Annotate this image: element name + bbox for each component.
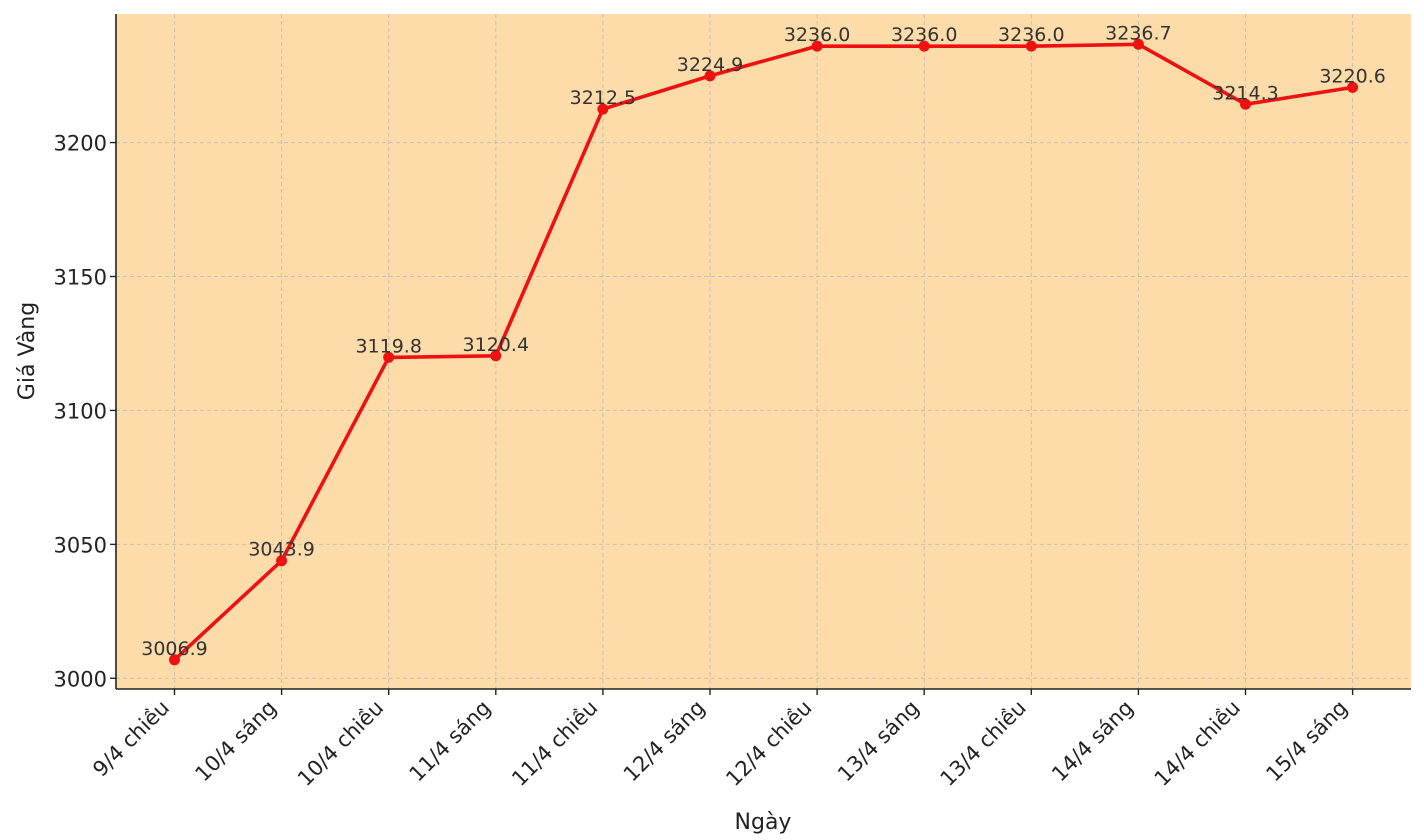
- y-axis-ticks: 3000 3050 3100 3150 3200: [54, 132, 116, 691]
- x-axis-title: Ngày: [735, 810, 792, 835]
- data-point: [597, 103, 609, 115]
- x-tick-label: 11/4 sáng: [405, 696, 496, 787]
- data-label: 3236.0: [784, 24, 850, 46]
- data-point: [918, 40, 930, 52]
- x-tick-label: 14/4 chiều: [1150, 696, 1245, 791]
- data-label: 3212.5: [570, 87, 636, 109]
- x-tick-label: 13/4 sáng: [833, 696, 924, 787]
- data-label: 3224.9: [677, 54, 743, 76]
- data-point: [1347, 81, 1359, 93]
- y-tick-label: 3200: [54, 132, 107, 156]
- x-tick-label: 15/4 sáng: [1261, 696, 1352, 787]
- data-point: [383, 351, 395, 363]
- data-point: [704, 70, 716, 82]
- x-tick-label: 14/4 sáng: [1047, 696, 1138, 787]
- data-labels: 3006.9 3043.9 3119.8 3120.4 3212.5 3224.9 3236…: [141, 22, 1386, 660]
- y-axis-title: Giá Vàng: [15, 302, 40, 400]
- x-tick-label: 10/4 sáng: [190, 696, 281, 787]
- series-group: [169, 38, 1359, 666]
- series-line: [172, 42, 1355, 662]
- data-label: 3120.4: [463, 334, 529, 356]
- x-axis-ticks: 9/4 chiều 10/4 sáng 10/4 chiều 11/4 sáng 11/…: [88, 689, 1354, 791]
- data-point: [1025, 40, 1037, 52]
- data-point: [1132, 38, 1144, 50]
- data-label: 3006.9: [141, 638, 207, 660]
- y-tick-label: 3050: [54, 533, 107, 557]
- data-point: [169, 654, 180, 666]
- x-tick-label: 12/4 sáng: [619, 696, 710, 787]
- data-label: 3214.3: [1212, 82, 1278, 104]
- x-tick-label: 12/4 chiều: [721, 696, 816, 791]
- data-point: [276, 555, 288, 567]
- data-label: 3119.8: [355, 335, 421, 357]
- x-tick-label: 13/4 chiều: [936, 696, 1031, 791]
- data-point: [490, 350, 502, 362]
- data-point: [1240, 98, 1251, 110]
- data-label: 3236.7: [1105, 22, 1171, 44]
- data-point: [811, 40, 823, 52]
- data-label: 3236.0: [998, 24, 1064, 46]
- x-tick-label: 10/4 chiều: [293, 696, 388, 791]
- data-label: 3236.0: [891, 24, 957, 46]
- x-tick-label: 9/4 chiều: [88, 696, 174, 782]
- data-label: 3043.9: [248, 539, 314, 561]
- y-tick-label: 3150: [54, 266, 107, 290]
- x-tick-label: 11/4 chiều: [507, 696, 602, 791]
- axes: [115, 14, 1411, 690]
- y-tick-label: 3000: [54, 667, 107, 691]
- y-tick-label: 3100: [54, 399, 107, 423]
- data-label: 3220.6: [1319, 65, 1385, 87]
- grid-lines: [116, 14, 1411, 689]
- plot-background: [116, 14, 1411, 689]
